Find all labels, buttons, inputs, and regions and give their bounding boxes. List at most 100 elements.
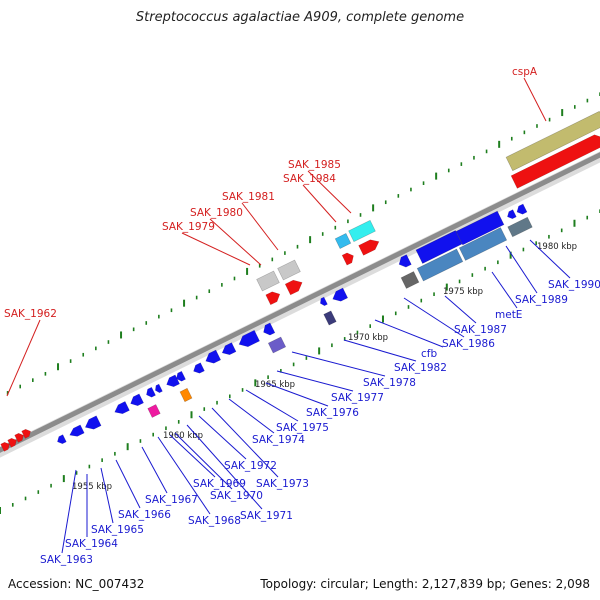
gene-feature-sak-1990[interactable]	[507, 216, 533, 238]
gene-label-sak-1966[interactable]: SAK_1966	[118, 509, 171, 521]
gene-feature-sak-1969[interactable]	[179, 387, 193, 403]
gene-label-sak-1979[interactable]: SAK_1979	[162, 221, 215, 233]
gene-label-sak-1986[interactable]: SAK_1986	[442, 338, 495, 350]
gene-feature-sak-1984[interactable]	[334, 233, 352, 249]
gene-feature-rev[interactable]	[83, 415, 102, 432]
gene-feature-rev[interactable]	[515, 203, 528, 216]
scale-label-1970-kbp[interactable]: 1970 kbp	[348, 333, 388, 343]
gene-feature-sak-1982[interactable]	[323, 310, 337, 326]
gene-feature-rev[interactable]	[397, 254, 412, 270]
gene-feature-rev-body	[57, 434, 67, 445]
callout-line-cfb	[374, 319, 444, 348]
gene-label-sak-1984[interactable]: SAK_1984	[283, 173, 336, 185]
gene-feature-rev[interactable]	[506, 209, 517, 221]
gene-feature-sak-1986[interactable]	[400, 271, 420, 289]
gene-feature-rev[interactable]	[144, 386, 156, 399]
gene-feature-cfb[interactable]	[415, 230, 463, 264]
gene-feature-cspa-track[interactable]	[505, 110, 600, 172]
gene-feature-sak-1987[interactable]	[416, 248, 464, 282]
scale-label-1980-kbp[interactable]: 1980 kbp	[537, 242, 577, 252]
gene-feature-rev[interactable]	[128, 393, 144, 408]
gene-label-cspa[interactable]: cspA	[512, 66, 538, 78]
gene-label-sak-1976[interactable]: SAK_1976	[306, 407, 359, 419]
gene-feature-rev[interactable]	[261, 322, 276, 337]
gene-feature-rev[interactable]	[154, 383, 163, 394]
gene-label-sak-1970[interactable]: SAK_1970	[210, 490, 263, 502]
gene-label-sak-1967[interactable]: SAK_1967	[145, 494, 198, 506]
gene-feature-metE-upper[interactable]	[455, 210, 505, 246]
scale-label-1965-kbp[interactable]: 1965 kbp	[255, 380, 295, 390]
callout-line-sak-1963	[61, 469, 77, 554]
gene-feature-rev[interactable]	[236, 329, 260, 350]
gene-label-sak-1963[interactable]: SAK_1963	[40, 554, 93, 566]
gene-feature-sak-1981-body	[277, 259, 301, 281]
gene-feature-cspa[interactable]	[510, 132, 600, 189]
gene-feature-sak-1967[interactable]	[147, 404, 161, 418]
gene-label-sak-1977[interactable]: SAK_1977	[331, 392, 384, 404]
gene-feature-rev[interactable]	[220, 342, 237, 358]
gene-label-sak-1973[interactable]: SAK_1973	[256, 478, 309, 490]
scale-label-1975-kbp[interactable]: 1975 kbp	[443, 287, 483, 297]
gene-label-sak-1964[interactable]: SAK_1964	[65, 538, 118, 550]
gene-feature-sak-1980-body	[256, 270, 280, 292]
callout-line-mete	[491, 271, 518, 309]
gene-feature-fwd-cluster[interactable]	[0, 441, 12, 452]
gene-feature-rev-body	[193, 362, 205, 374]
gene-feature-rev[interactable]	[56, 434, 67, 446]
gene-feature-sak-1985b[interactable]	[358, 237, 382, 256]
gene-feature-fwd-cluster-body	[0, 441, 10, 452]
gene-label-sak-1971[interactable]: SAK_1971	[240, 510, 293, 522]
callout-line-sak-1965	[100, 467, 114, 524]
gene-feature-rev[interactable]	[174, 370, 186, 383]
gene-feature-sak-1985[interactable]	[348, 219, 376, 243]
gene-label-sak-1972[interactable]: SAK_1972	[224, 460, 277, 472]
gene-feature-rev[interactable]	[192, 362, 205, 375]
gene-label-sak-1969[interactable]: SAK_1969	[193, 478, 246, 490]
gene-label-sak-1965[interactable]: SAK_1965	[91, 524, 144, 536]
scale-label-1955-kbp[interactable]: 1955 kbp	[72, 482, 112, 492]
gene-feature-rev-body	[84, 415, 102, 430]
callout-line-sak-1975	[245, 389, 299, 422]
gene-feature-mete-body	[458, 227, 508, 261]
gene-feature-rev[interactable]	[330, 287, 349, 304]
gene-label-cfb[interactable]: cfb	[421, 348, 437, 360]
callout-line-sak-1973	[211, 407, 279, 478]
gene-label-sak-1974[interactable]: SAK_1974	[252, 434, 305, 446]
gene-feature-fwd-cluster[interactable]	[21, 428, 33, 439]
gene-label-sak-1975[interactable]: SAK_1975	[276, 422, 329, 434]
gene-label-sak-1989[interactable]: SAK_1989	[515, 294, 568, 306]
genome-backbone	[0, 152, 600, 453]
gene-label-sak-1982[interactable]: SAK_1982	[394, 362, 447, 374]
gene-feature-rev[interactable]	[203, 349, 222, 366]
gene-label-sak-1962[interactable]: SAK_1962	[4, 308, 57, 320]
gene-label-sak-1990[interactable]: SAK_1990	[548, 279, 600, 291]
callout-line-sak-1970	[174, 432, 233, 490]
gene-feature-cspa-body	[510, 134, 600, 189]
gene-label-mete[interactable]: metE	[495, 309, 522, 321]
gene-feature-rev[interactable]	[319, 296, 328, 307]
callout-line-sak-1978	[291, 351, 386, 377]
gene-label-sak-1980[interactable]: SAK_1980	[190, 207, 243, 219]
gene-feature-rev[interactable]	[164, 374, 180, 389]
gene-feature-sak-1984b[interactable]	[341, 251, 356, 266]
gene-feature-rev[interactable]	[68, 424, 85, 439]
gene-label-sak-1981[interactable]: SAK_1981	[222, 191, 275, 203]
gene-label-sak-1987[interactable]: SAK_1987	[454, 324, 507, 336]
gene-feature-sak-1978[interactable]	[267, 336, 287, 354]
gene-feature-fwd-cluster[interactable]	[7, 437, 19, 448]
gene-feature-sak-1981[interactable]	[277, 259, 301, 281]
gene-label-sak-1985[interactable]: SAK_1985	[288, 159, 341, 171]
gene-feature-mete[interactable]	[458, 227, 508, 261]
scale-label-1960-kbp[interactable]: 1960 kbp	[163, 431, 203, 441]
gene-feature-rev[interactable]	[113, 401, 130, 416]
gene-feature-sak-1980b[interactable]	[265, 289, 283, 306]
gene-label-sak-1968[interactable]: SAK_1968	[188, 515, 241, 527]
gene-feature-fwd-cluster-body	[7, 437, 17, 448]
gene-feature-fwd-cluster[interactable]	[14, 432, 26, 443]
gene-feature-sak-1981b[interactable]	[284, 277, 305, 296]
gene-feature-sak-1987-body	[416, 248, 464, 282]
gene-feature-rev-body	[146, 386, 156, 398]
gene-label-sak-1978[interactable]: SAK_1978	[363, 377, 416, 389]
gene-feature-sak-1980[interactable]	[256, 270, 280, 292]
